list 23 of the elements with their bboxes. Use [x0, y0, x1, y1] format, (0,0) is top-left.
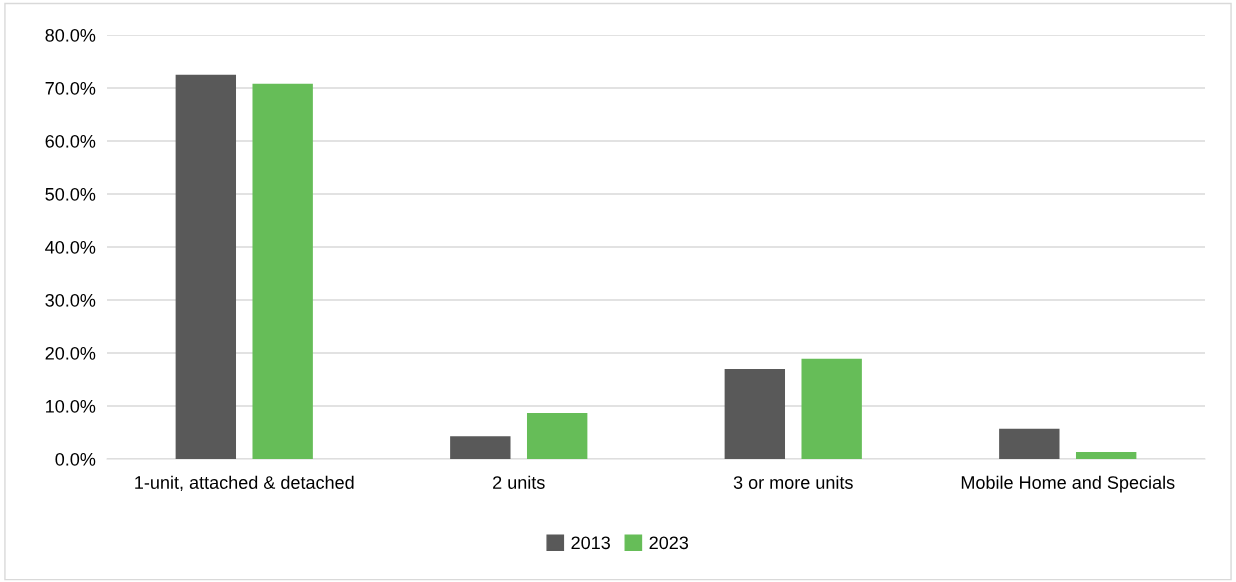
legend-label: 2023 [649, 536, 689, 550]
y-tick-label: 40.0% [45, 240, 96, 254]
y-tick-label: 70.0% [45, 81, 96, 95]
bar [450, 436, 511, 459]
bar [252, 83, 313, 459]
bar [1075, 452, 1137, 459]
y-tick-label: 80.0% [45, 28, 96, 42]
x-tick-label: 1-unit, attached & detached [135, 475, 354, 492]
y-tick-label: 50.0% [45, 187, 96, 201]
legend-label: 2013 [571, 536, 610, 550]
x-tick-label: 3 or more units [733, 475, 853, 489]
bar [526, 412, 588, 459]
bar [801, 358, 862, 459]
bar [724, 368, 786, 459]
x-tick-label: 2 units [493, 475, 545, 489]
x-tick-label: Mobile Home and Specials [961, 475, 1175, 493]
y-tick-label: 20.0% [45, 346, 96, 360]
bar [175, 74, 237, 459]
y-tick-label: 0.0% [55, 452, 96, 466]
bar [999, 428, 1060, 459]
y-tick-label: 10.0% [46, 399, 96, 413]
y-tick-label: 30.0% [45, 293, 96, 307]
y-tick-label: 60.0% [45, 134, 96, 148]
